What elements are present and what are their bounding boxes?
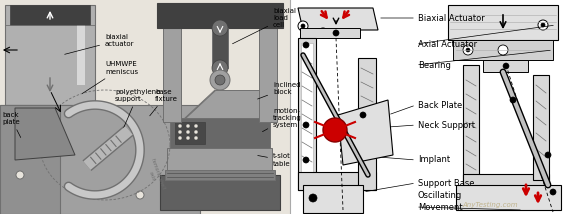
Bar bbox=[165, 170, 275, 180]
Bar bbox=[463, 65, 479, 190]
Text: polyethylene
support: polyethylene support bbox=[115, 89, 160, 146]
Text: biaxial
load
cell: biaxial load cell bbox=[232, 8, 296, 44]
Bar bbox=[456, 185, 561, 210]
Circle shape bbox=[178, 136, 182, 140]
Circle shape bbox=[136, 191, 144, 199]
Circle shape bbox=[333, 30, 339, 36]
Circle shape bbox=[303, 122, 309, 128]
Bar bbox=[170, 118, 270, 148]
Bar bbox=[0, 105, 200, 214]
Text: biaxial
actuator: biaxial actuator bbox=[65, 34, 134, 54]
Circle shape bbox=[545, 152, 551, 158]
Bar bbox=[160, 175, 280, 210]
Circle shape bbox=[323, 118, 347, 142]
Bar bbox=[463, 174, 549, 190]
Bar bbox=[483, 60, 528, 72]
Text: Movement: Movement bbox=[418, 202, 463, 211]
Text: Bearing: Bearing bbox=[418, 61, 451, 70]
Circle shape bbox=[550, 189, 556, 195]
Circle shape bbox=[215, 75, 225, 85]
Circle shape bbox=[498, 45, 508, 55]
Bar bbox=[5, 5, 95, 105]
Text: Support Base: Support Base bbox=[418, 178, 475, 187]
Circle shape bbox=[194, 136, 198, 140]
Circle shape bbox=[41, 121, 49, 129]
Polygon shape bbox=[185, 90, 265, 118]
Circle shape bbox=[303, 157, 309, 163]
Circle shape bbox=[181, 126, 189, 134]
Bar bbox=[298, 172, 376, 190]
Circle shape bbox=[161, 191, 169, 199]
Bar bbox=[453, 40, 553, 60]
Circle shape bbox=[301, 24, 305, 28]
Bar bbox=[300, 28, 360, 38]
Bar bbox=[157, 3, 283, 28]
Circle shape bbox=[194, 124, 198, 128]
Text: inclined
block: inclined block bbox=[258, 82, 301, 99]
Text: Oscillating: Oscillating bbox=[418, 190, 462, 199]
Circle shape bbox=[178, 130, 182, 134]
Bar bbox=[175, 122, 205, 144]
Circle shape bbox=[510, 97, 516, 103]
Circle shape bbox=[194, 130, 198, 134]
Bar bbox=[290, 0, 574, 214]
Circle shape bbox=[186, 130, 190, 134]
Circle shape bbox=[210, 70, 230, 90]
Circle shape bbox=[318, 28, 328, 38]
Bar bbox=[533, 75, 549, 180]
Circle shape bbox=[463, 45, 473, 55]
Circle shape bbox=[212, 60, 228, 76]
Text: Back Plate: Back Plate bbox=[418, 101, 462, 110]
Bar bbox=[10, 5, 90, 25]
Text: Axial Actuator: Axial Actuator bbox=[418, 40, 477, 49]
Circle shape bbox=[503, 63, 509, 69]
Text: AnyTesting.com: AnyTesting.com bbox=[462, 202, 518, 208]
Circle shape bbox=[212, 20, 228, 36]
Circle shape bbox=[16, 141, 24, 149]
Circle shape bbox=[303, 42, 309, 48]
Circle shape bbox=[178, 124, 182, 128]
Text: Neck Support: Neck Support bbox=[418, 120, 475, 129]
Bar bbox=[167, 148, 272, 170]
Bar bbox=[259, 12, 277, 122]
Text: t-slot
table: t-slot table bbox=[258, 153, 291, 166]
Text: back
plate: back plate bbox=[2, 111, 21, 138]
Text: UHMWPE
meniscus: UHMWPE meniscus bbox=[82, 61, 138, 94]
Bar bbox=[448, 5, 558, 40]
Circle shape bbox=[541, 23, 545, 27]
Bar bbox=[358, 58, 376, 190]
Text: base
fixture: base fixture bbox=[150, 89, 178, 116]
Text: Implant: Implant bbox=[418, 156, 450, 165]
Circle shape bbox=[538, 20, 548, 30]
Circle shape bbox=[360, 112, 366, 118]
Circle shape bbox=[298, 21, 308, 31]
Polygon shape bbox=[15, 108, 75, 160]
Bar bbox=[301, 43, 313, 185]
Circle shape bbox=[309, 194, 317, 202]
Bar bbox=[298, 38, 316, 190]
Text: motion-
tracking
system: motion- tracking system bbox=[262, 108, 302, 132]
Bar bbox=[0, 105, 60, 214]
Circle shape bbox=[16, 171, 24, 179]
Circle shape bbox=[186, 124, 190, 128]
Bar bbox=[163, 12, 181, 122]
Text: femoral shelf
axis: femoral shelf axis bbox=[145, 158, 166, 192]
Bar bbox=[77, 25, 85, 85]
Polygon shape bbox=[338, 100, 393, 165]
Polygon shape bbox=[298, 8, 378, 30]
Bar bbox=[303, 185, 363, 213]
Text: Biaxial Actuator: Biaxial Actuator bbox=[418, 13, 485, 22]
Circle shape bbox=[466, 48, 470, 52]
Circle shape bbox=[186, 136, 190, 140]
Bar bbox=[212, 28, 228, 68]
